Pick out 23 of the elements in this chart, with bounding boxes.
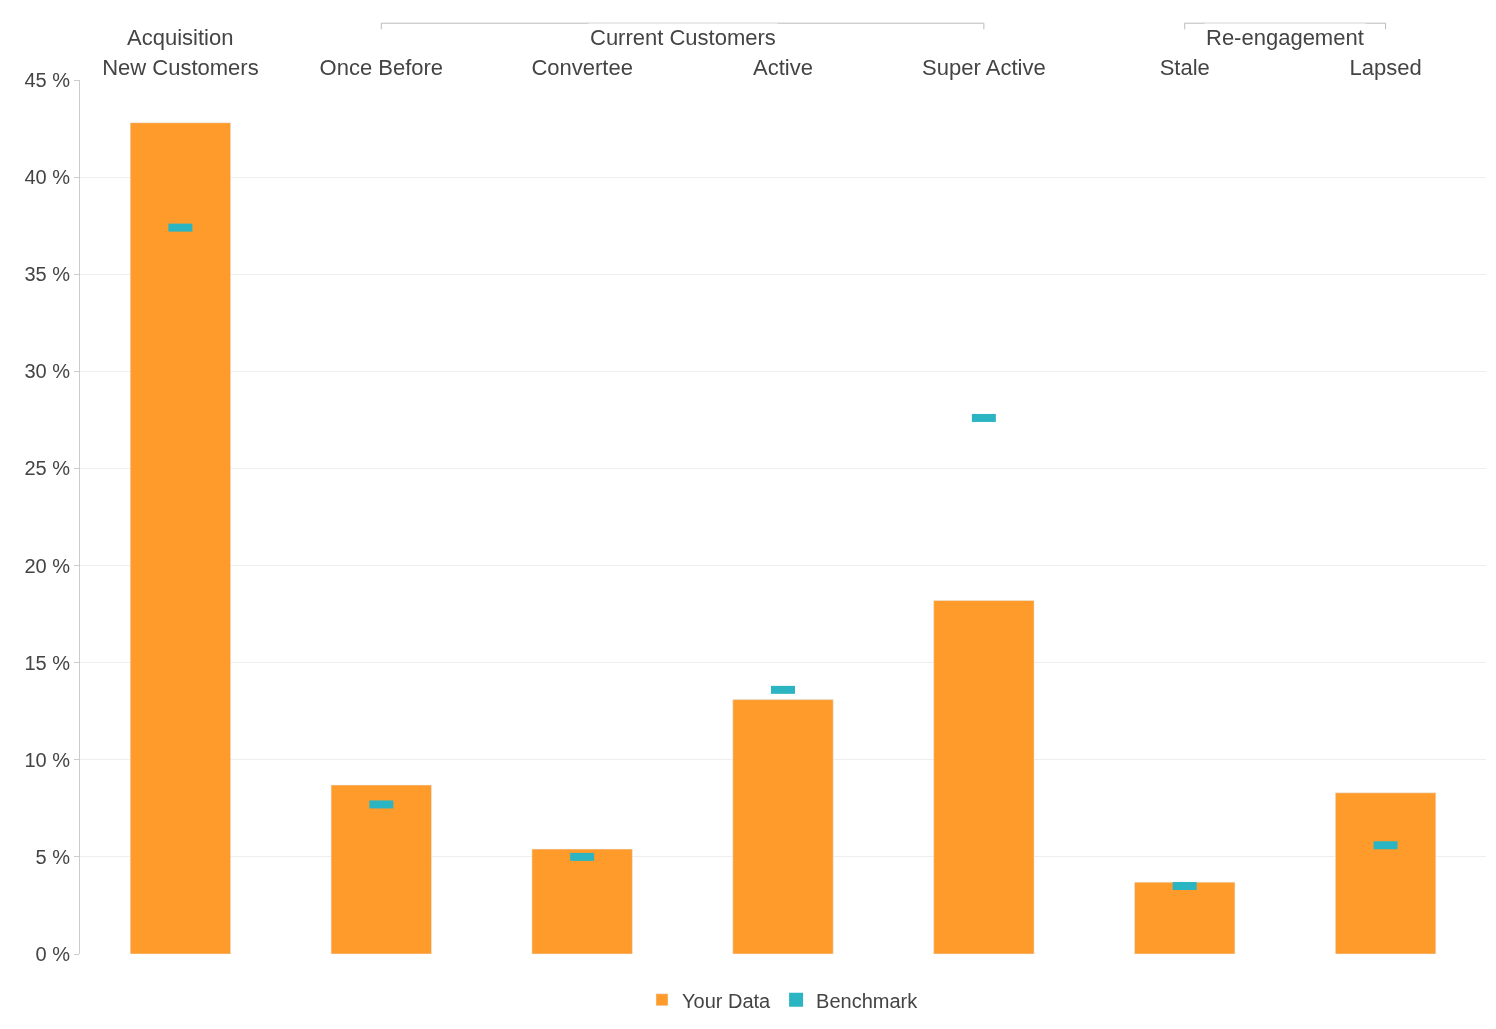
text: Current Customers: [590, 25, 776, 50]
x-tick-label: New Customers: [102, 54, 259, 80]
x-tick-label: Stale: [1159, 54, 1210, 80]
text: Re-engagement: [1206, 25, 1364, 50]
x-tick-label: Active: [753, 54, 813, 80]
bar: [1134, 881, 1236, 954]
y-tick-label: 15 %: [24, 651, 71, 674]
legend-label: Benchmark: [816, 989, 919, 1012]
y-tick-label: 45 %: [24, 69, 71, 91]
y-tick-label: 20 %: [24, 554, 71, 577]
y-tick-label: 30 %: [24, 360, 71, 383]
text: Acquisition: [127, 25, 234, 50]
x-tick-label: Once Before: [319, 54, 444, 80]
y-tick-label: 5 %: [35, 845, 71, 868]
x-tick-label: Convertee: [531, 54, 633, 80]
y-tick-label: 0 %: [35, 943, 71, 965]
y-tick-label: 25 %: [24, 457, 71, 480]
y-tick-label: 40 %: [24, 166, 71, 189]
x-tick-label: Lapsed: [1349, 54, 1422, 80]
legend-label: Your Data: [682, 989, 772, 1012]
x-tick-label: Super Active: [922, 54, 1046, 80]
y-tick-label: 35 %: [24, 263, 71, 286]
y-tick-label: 10 %: [24, 748, 71, 771]
